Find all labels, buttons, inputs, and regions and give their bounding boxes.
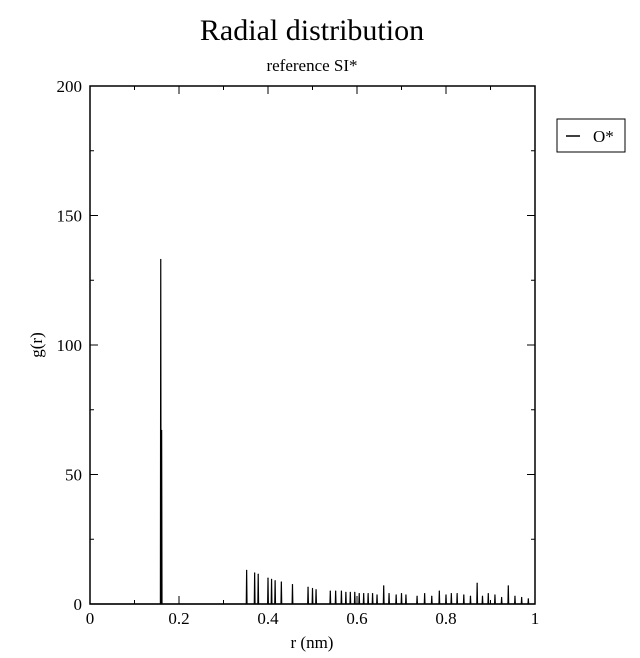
data-point bbox=[254, 572, 256, 574]
data-point bbox=[280, 581, 282, 583]
y-tick-label: 50 bbox=[65, 466, 82, 485]
data-point bbox=[481, 595, 484, 597]
data-point bbox=[400, 593, 403, 595]
x-axis-ticks: 0 0.2 0.4 0.6 0.8 1 bbox=[86, 86, 540, 628]
data-point bbox=[315, 589, 317, 591]
data-point bbox=[469, 595, 472, 597]
chart-subtitle: reference SI* bbox=[266, 56, 357, 75]
data-point bbox=[456, 593, 458, 595]
x-tick-label: 0 bbox=[86, 609, 95, 628]
series-line-o-star bbox=[90, 259, 535, 605]
data-point bbox=[349, 591, 351, 593]
y-tick-label: 200 bbox=[57, 77, 83, 96]
x-tick-label: 0.8 bbox=[435, 609, 456, 628]
y-tick-label: 100 bbox=[57, 336, 83, 355]
data-point bbox=[311, 587, 314, 590]
data-point bbox=[514, 595, 516, 597]
data-point bbox=[307, 586, 309, 588]
data-point bbox=[416, 595, 418, 597]
data-point bbox=[354, 591, 356, 593]
data-point bbox=[445, 594, 447, 596]
y-axis-ticks: 0 50 100 150 200 bbox=[57, 77, 535, 614]
plot-area-frame bbox=[89, 85, 536, 605]
data-point bbox=[340, 590, 343, 592]
data-point bbox=[527, 598, 529, 600]
data-point bbox=[438, 590, 440, 592]
data-point bbox=[383, 585, 385, 587]
data-point bbox=[487, 593, 489, 595]
data-point bbox=[476, 582, 478, 584]
data-point bbox=[388, 593, 390, 595]
data-point bbox=[367, 593, 369, 595]
data-point bbox=[501, 596, 503, 599]
data-point bbox=[363, 593, 365, 595]
y-axis-label: g(r) bbox=[27, 332, 46, 357]
data-point bbox=[450, 593, 452, 595]
data-point bbox=[494, 594, 496, 596]
x-tick-label: 0.6 bbox=[346, 609, 367, 628]
x-tick-label: 1 bbox=[531, 609, 540, 628]
data-point bbox=[274, 580, 276, 582]
data-point bbox=[521, 596, 523, 599]
x-tick-label: 0.4 bbox=[257, 609, 279, 628]
data-point bbox=[160, 258, 162, 261]
data-point bbox=[358, 593, 360, 595]
data-point bbox=[270, 578, 273, 580]
x-tick-label: 0.2 bbox=[168, 609, 189, 628]
y-tick-label: 0 bbox=[74, 595, 83, 614]
chart-title: Radial distribution bbox=[200, 14, 424, 47]
y-tick-label: 150 bbox=[57, 207, 83, 226]
legend-label-o-star: O* bbox=[593, 127, 614, 146]
data-point bbox=[329, 590, 331, 592]
data-point bbox=[267, 577, 269, 579]
data-point bbox=[376, 594, 378, 596]
x-axis-label: r (nm) bbox=[291, 633, 334, 652]
data-point bbox=[507, 585, 509, 587]
data-point bbox=[463, 594, 465, 596]
data-point bbox=[424, 593, 426, 595]
series-layer bbox=[90, 258, 535, 605]
data-point bbox=[257, 573, 259, 575]
data-point bbox=[345, 591, 347, 593]
legend: O* bbox=[556, 118, 626, 153]
data-point bbox=[246, 569, 248, 571]
data-point bbox=[395, 594, 397, 596]
data-point bbox=[291, 583, 294, 586]
data-point bbox=[431, 595, 433, 597]
data-point bbox=[371, 593, 374, 595]
data-point bbox=[161, 429, 163, 432]
data-point bbox=[335, 590, 337, 592]
data-point bbox=[405, 594, 407, 596]
